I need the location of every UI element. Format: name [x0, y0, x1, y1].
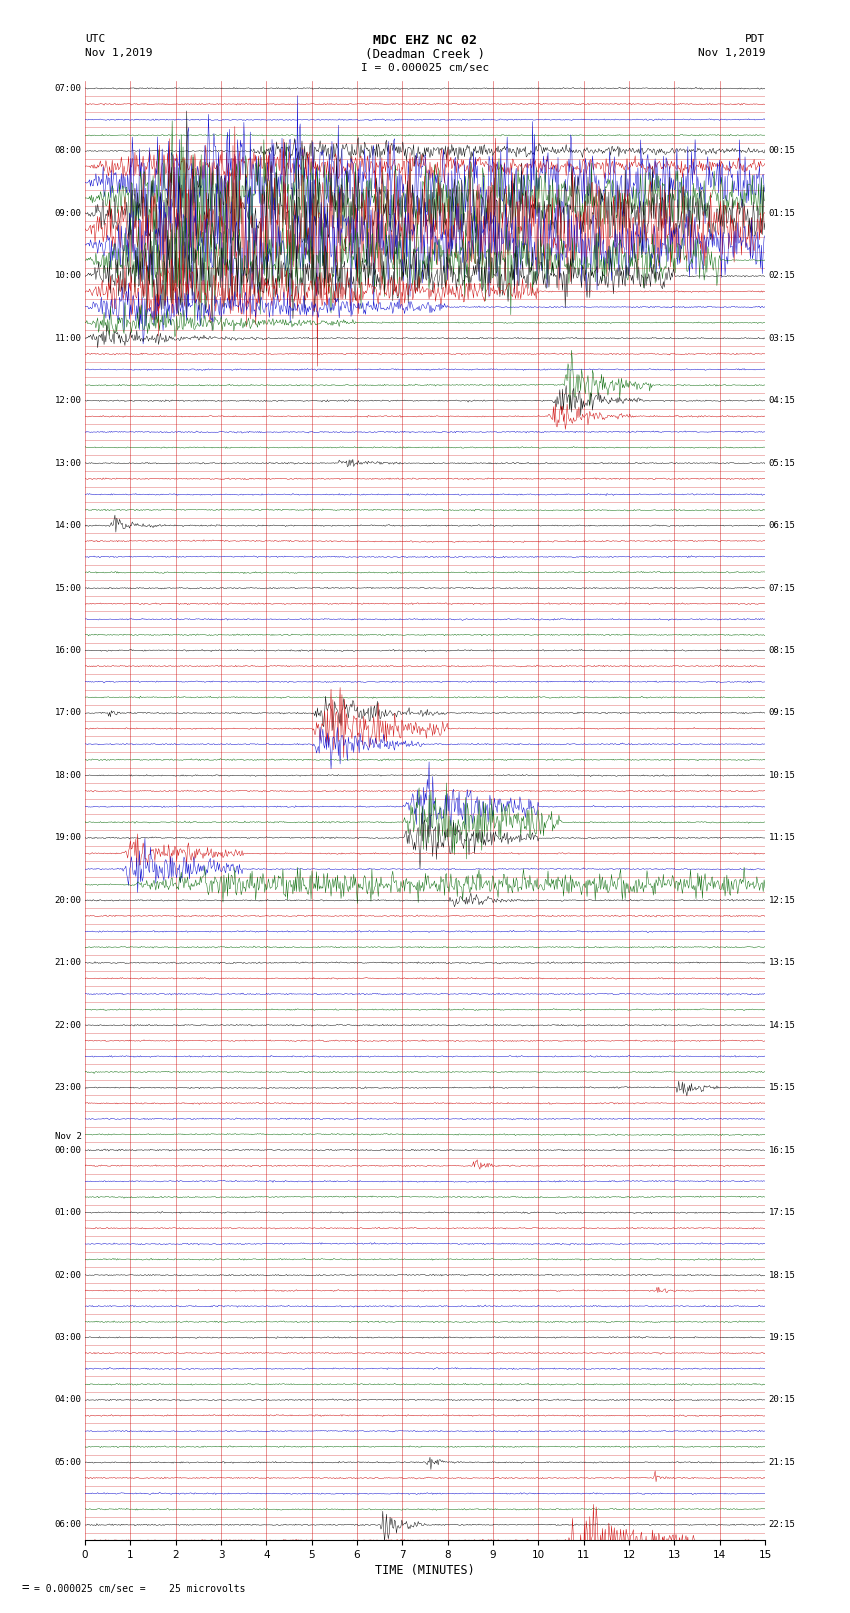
Text: 16:00: 16:00 [54, 645, 82, 655]
Text: 08:15: 08:15 [768, 645, 796, 655]
Text: 17:15: 17:15 [768, 1208, 796, 1218]
Text: 14:15: 14:15 [768, 1021, 796, 1029]
Text: 04:15: 04:15 [768, 397, 796, 405]
Text: 01:15: 01:15 [768, 208, 796, 218]
Text: I = 0.000025 cm/sec: I = 0.000025 cm/sec [361, 63, 489, 73]
Text: 19:00: 19:00 [54, 834, 82, 842]
Text: 03:15: 03:15 [768, 334, 796, 342]
Text: 20:00: 20:00 [54, 895, 82, 905]
Text: 15:00: 15:00 [54, 584, 82, 592]
Text: 13:15: 13:15 [768, 958, 796, 968]
Text: Nov 1,2019: Nov 1,2019 [698, 48, 765, 58]
Text: 21:15: 21:15 [768, 1458, 796, 1466]
Text: 18:15: 18:15 [768, 1271, 796, 1279]
Text: 07:15: 07:15 [768, 584, 796, 592]
Text: 14:00: 14:00 [54, 521, 82, 531]
Text: 16:15: 16:15 [768, 1145, 796, 1155]
Text: 03:00: 03:00 [54, 1332, 82, 1342]
Text: (Deadman Creek ): (Deadman Creek ) [365, 48, 485, 61]
Text: 07:00: 07:00 [54, 84, 82, 94]
Text: 22:00: 22:00 [54, 1021, 82, 1029]
Text: 05:00: 05:00 [54, 1458, 82, 1466]
Text: 00:00: 00:00 [54, 1145, 82, 1155]
Text: 01:00: 01:00 [54, 1208, 82, 1218]
Text: 13:00: 13:00 [54, 458, 82, 468]
Text: UTC: UTC [85, 34, 105, 44]
Text: 20:15: 20:15 [768, 1395, 796, 1405]
Text: 10:00: 10:00 [54, 271, 82, 281]
Text: 06:00: 06:00 [54, 1521, 82, 1529]
Text: =: = [21, 1581, 29, 1594]
Text: PDT: PDT [745, 34, 765, 44]
Text: 02:00: 02:00 [54, 1271, 82, 1279]
Text: 23:00: 23:00 [54, 1084, 82, 1092]
X-axis label: TIME (MINUTES): TIME (MINUTES) [375, 1565, 475, 1578]
Text: 06:15: 06:15 [768, 521, 796, 531]
Text: 08:00: 08:00 [54, 147, 82, 155]
Text: 12:15: 12:15 [768, 895, 796, 905]
Text: 00:15: 00:15 [768, 147, 796, 155]
Text: Nov 2: Nov 2 [54, 1132, 82, 1142]
Text: 02:15: 02:15 [768, 271, 796, 281]
Text: 15:15: 15:15 [768, 1084, 796, 1092]
Text: 05:15: 05:15 [768, 458, 796, 468]
Text: 04:00: 04:00 [54, 1395, 82, 1405]
Text: 09:15: 09:15 [768, 708, 796, 718]
Text: 11:15: 11:15 [768, 834, 796, 842]
Text: 19:15: 19:15 [768, 1332, 796, 1342]
Text: Nov 1,2019: Nov 1,2019 [85, 48, 152, 58]
Text: = 0.000025 cm/sec =    25 microvolts: = 0.000025 cm/sec = 25 microvolts [34, 1584, 246, 1594]
Text: 10:15: 10:15 [768, 771, 796, 781]
Text: 21:00: 21:00 [54, 958, 82, 968]
Text: 18:00: 18:00 [54, 771, 82, 781]
Text: 22:15: 22:15 [768, 1521, 796, 1529]
Text: 12:00: 12:00 [54, 397, 82, 405]
Text: 09:00: 09:00 [54, 208, 82, 218]
Text: 11:00: 11:00 [54, 334, 82, 342]
Text: 17:00: 17:00 [54, 708, 82, 718]
Text: MDC EHZ NC 02: MDC EHZ NC 02 [373, 34, 477, 47]
